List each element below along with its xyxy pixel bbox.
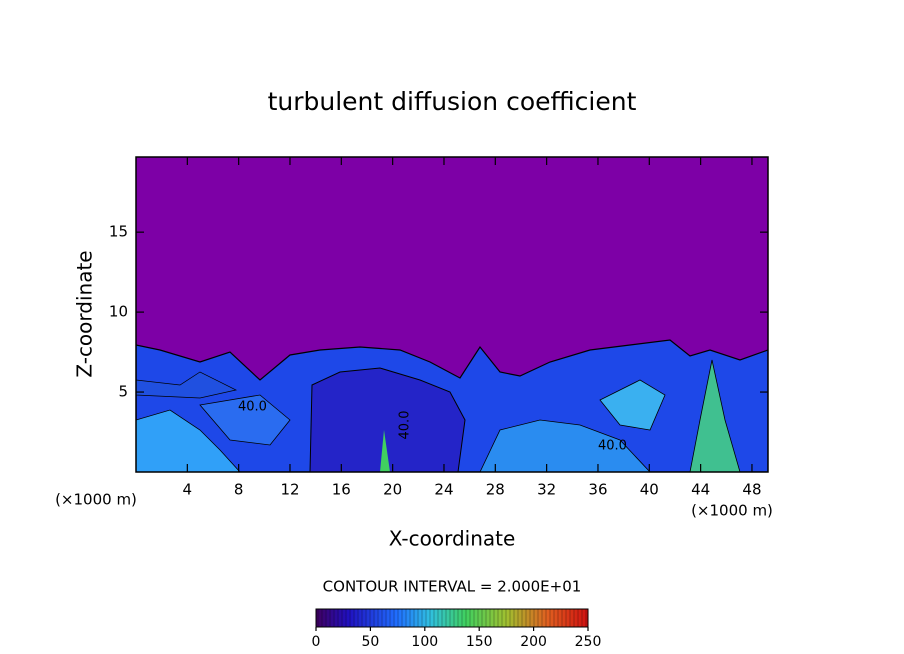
contour-label: 40.0	[598, 439, 627, 454]
colorbar-frame	[315, 608, 589, 628]
y-tick-label: 15	[109, 223, 128, 241]
plot-frame	[135, 156, 769, 473]
x-tick-label: 44	[691, 481, 710, 499]
x-tick-label: 16	[332, 481, 351, 499]
field	[136, 157, 768, 472]
x-tick-label: 4	[183, 481, 193, 499]
y-unit: (×1000 m)	[55, 491, 137, 509]
colorbar-tick-label: 250	[575, 634, 602, 650]
contour-interval: CONTOUR INTERVAL = 2.000E+01	[323, 578, 582, 596]
contour-label: 40.0	[238, 400, 267, 415]
y-axis-label: Z-coordinate	[73, 250, 97, 377]
x-axis-label: X-coordinate	[389, 527, 516, 551]
colorbar-tick-label: 200	[520, 634, 547, 650]
colorbar-tick-label: 0	[312, 634, 321, 650]
x-unit: (×1000 m)	[691, 502, 773, 520]
colorbar-tick-label: 50	[361, 634, 379, 650]
y-tick-label: 5	[118, 383, 128, 401]
chart-title: turbulent diffusion coefficient	[268, 87, 637, 116]
x-tick-label: 36	[588, 481, 607, 499]
x-tick-label: 40	[640, 481, 659, 499]
x-tick-label: 32	[537, 481, 556, 499]
x-tick-label: 20	[383, 481, 402, 499]
colorbar-tick-label: 100	[411, 634, 438, 650]
x-tick-label: 48	[742, 481, 761, 499]
y-tick-label: 10	[109, 303, 128, 321]
x-tick-label: 28	[486, 481, 505, 499]
x-tick-label: 12	[280, 481, 299, 499]
x-tick-label: 24	[434, 481, 453, 499]
contour-label: 40.0	[398, 411, 413, 440]
colorbar-tick-label: 150	[466, 634, 493, 650]
x-tick-label: 8	[234, 481, 244, 499]
